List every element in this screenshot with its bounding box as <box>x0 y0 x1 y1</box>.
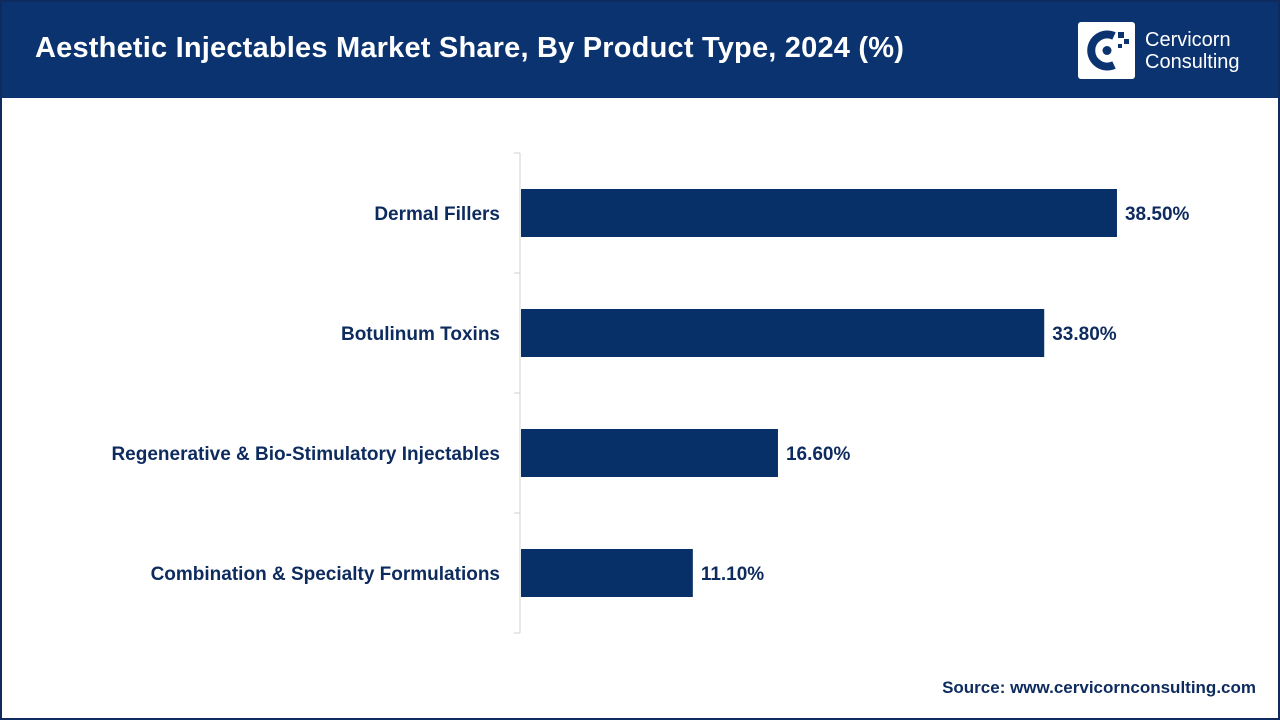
logo-line-1: Cervicorn <box>1145 28 1231 51</box>
value-label: 38.50% <box>1125 204 1190 225</box>
category-label: Dermal Fillers <box>374 204 500 225</box>
category-label: Botulinum Toxins <box>341 324 500 345</box>
bar-0[interactable] <box>521 189 1117 237</box>
bar-3[interactable] <box>521 549 693 597</box>
category-label: Regenerative & Bio-Stimulatory Injectabl… <box>111 444 500 465</box>
logo-text: Cervicorn Consulting <box>1145 29 1240 73</box>
bar-1[interactable] <box>521 309 1045 357</box>
cervicorn-logo-icon <box>1078 22 1135 79</box>
header-banner: Aesthetic Injectables Market Share, By P… <box>2 2 1278 98</box>
logo-line-2: Consulting <box>1145 50 1240 73</box>
brand-logo: Cervicorn Consulting <box>1078 22 1240 79</box>
value-label: 33.80% <box>1052 324 1117 345</box>
bar-chart: Dermal Fillers 38.50% Botulinum Toxins 33.8… <box>111 152 1190 634</box>
chart-title: Aesthetic Injectables Market Share, By P… <box>35 32 905 64</box>
value-label: 16.60% <box>786 444 851 465</box>
bar-2[interactable] <box>521 429 778 477</box>
source-note: Source: www.cervicornconsulting.com <box>942 678 1256 697</box>
value-label: 11.10% <box>701 564 764 585</box>
category-label: Combination & Specialty Formulations <box>151 564 500 585</box>
